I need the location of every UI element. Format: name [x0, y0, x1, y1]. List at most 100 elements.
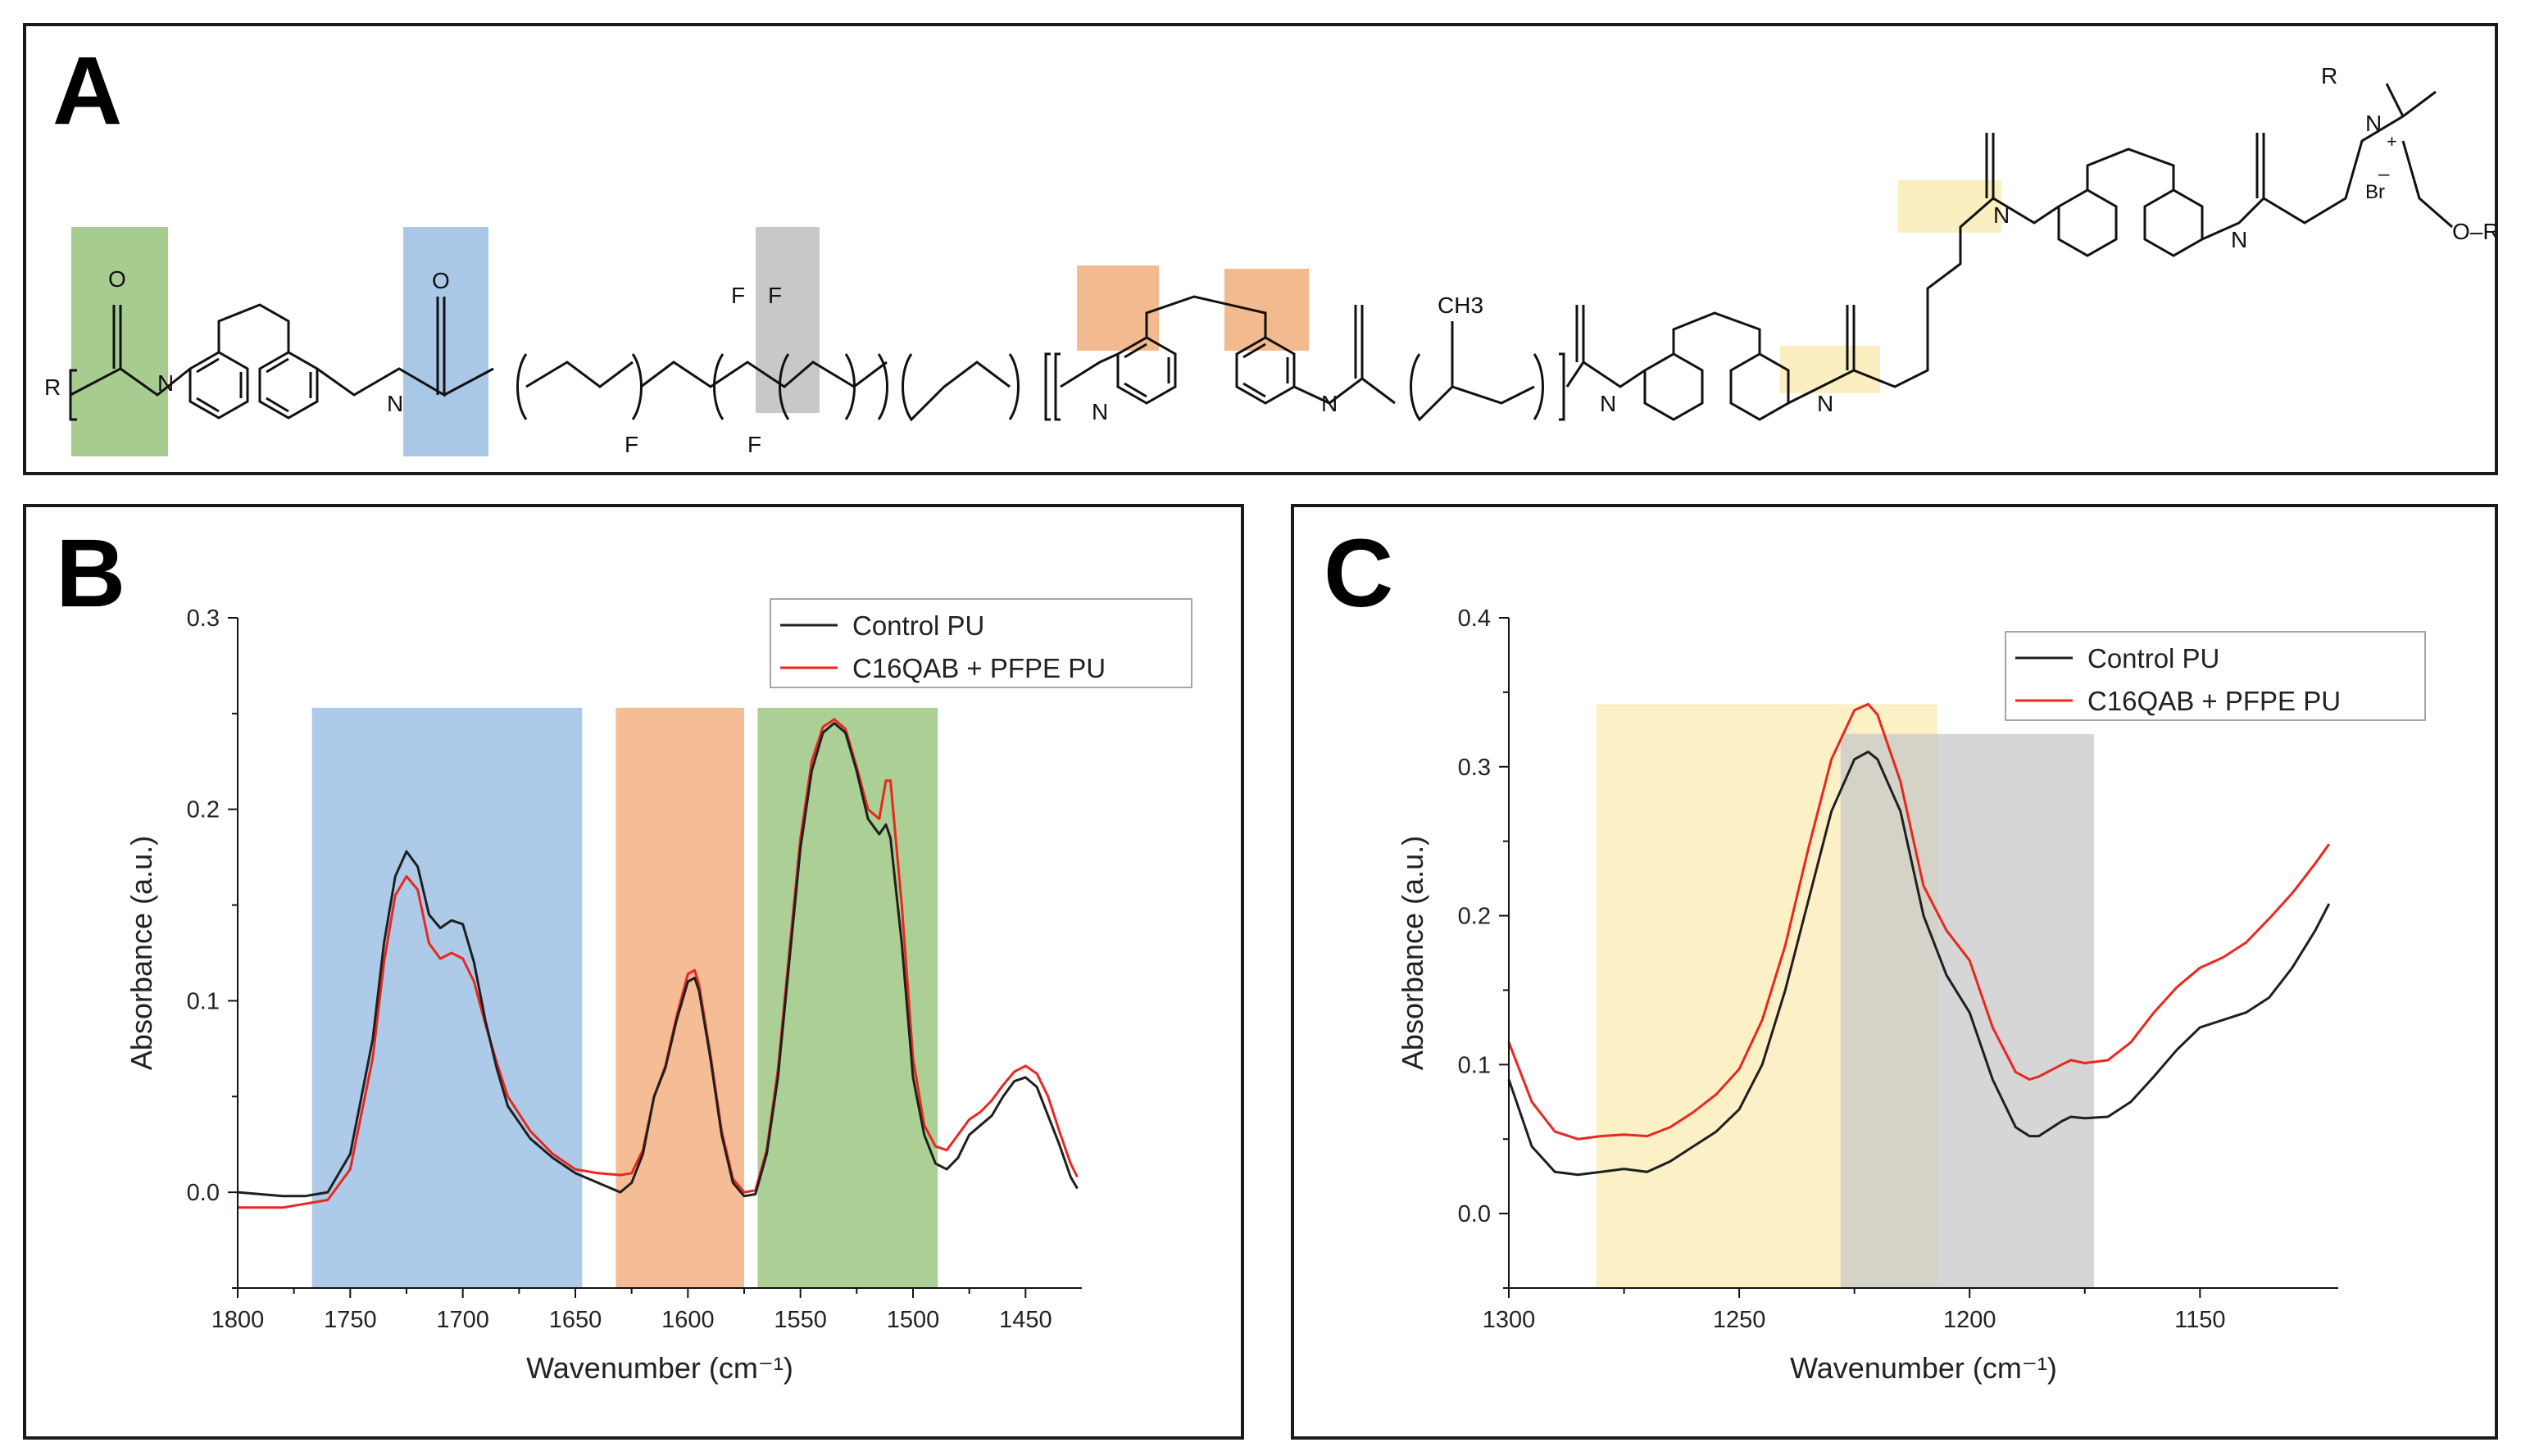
x-tick-label: 1200 — [1943, 1307, 1996, 1333]
linker-chain — [1787, 133, 2060, 405]
label-o-r: O–R — [2452, 219, 2495, 244]
y-tick-label: 0.0 — [1458, 1201, 1491, 1227]
y-axis-label: Absorbance (a.u.) — [125, 836, 158, 1070]
chart-c-svg: 1300 1250 1200 1150 0.0 0.1 0.2 0.3 0.4 Wavenumbe… — [1396, 606, 2426, 1385]
ethylene-oxide-chain — [902, 353, 1020, 422]
y-tick-label: 0.1 — [187, 988, 220, 1014]
benzene-ring-2-inner — [266, 357, 312, 413]
legend-label: C16QAB + PFPE PU — [2087, 686, 2341, 716]
ethoxy-chain — [525, 361, 634, 388]
benzene-ring-4-inner — [1242, 342, 1289, 398]
paren-1-close — [631, 353, 643, 420]
label-nh-urethane: N — [387, 391, 403, 416]
benzene-ring-2 — [258, 351, 319, 420]
x-tick-label: 1700 — [436, 1307, 489, 1333]
x-tick-label: 1500 — [887, 1307, 940, 1333]
label-nh-7: N — [2231, 227, 2247, 252]
label-f-1: F — [731, 283, 745, 308]
y-tick-label: 0.2 — [187, 797, 220, 823]
benzene-ring-1-inner — [196, 357, 243, 413]
label-nh-4: N — [1600, 391, 1616, 416]
urethane-chain-1 — [316, 297, 494, 397]
urethane-highlight-blue — [403, 227, 488, 456]
series-line-c16qab — [1507, 702, 2331, 1141]
y-axis-label: Absorbance (a.u.) — [1396, 836, 1429, 1070]
y-tick-label: 0.1 — [1458, 1052, 1491, 1078]
y-tick-label: 0.2 — [1458, 904, 1491, 930]
panel-b-chart: B 1800 1750 1700 1650 1600 1550 1500 1450 0.0 0.1… — [23, 504, 1244, 1440]
ether-highlight-gray — [756, 227, 820, 413]
methylene-bridge-2 — [1145, 295, 1267, 338]
x-axis-label: Wavenumber (cm⁻¹) — [1790, 1351, 2057, 1385]
legend-label: C16QAB + PFPE PU — [852, 653, 1106, 683]
legend-label: Control PU — [852, 610, 984, 641]
panel-letter-c: C — [1324, 519, 1394, 628]
legend-box — [770, 598, 1192, 688]
benzene-ring-6 — [1729, 352, 1790, 421]
label-o-urethane: O — [432, 268, 450, 293]
label-nh-2: N — [1092, 399, 1108, 424]
benzene-ring-7 — [2057, 188, 2118, 257]
methylene-bridge-3 — [1672, 311, 1761, 354]
benzene-ring-8 — [2143, 188, 2204, 257]
paren-3 — [779, 353, 888, 420]
label-n-plus: N — [2365, 111, 2382, 136]
quaternary-ammonium-chain — [2201, 83, 2453, 241]
y-tick-label: 0.3 — [187, 606, 220, 632]
propylene-oxide-chain — [1410, 321, 1544, 422]
chart-b-svg: 1800 1750 1700 1650 1600 1550 1500 1450 0.0 0.1 0.… — [125, 598, 1192, 1385]
label-nh-3: N — [1321, 391, 1338, 416]
label-ch3: CH3 — [1438, 293, 1483, 318]
label-plus: + — [2387, 131, 2397, 152]
label-nh-6: N — [1993, 202, 2010, 228]
label-f-3: F — [625, 432, 638, 457]
structure-highlights — [71, 180, 2001, 456]
panel-letter-b: B — [56, 519, 126, 628]
benzene-ring-3-inner — [1124, 342, 1170, 398]
amine-chain — [1060, 352, 1119, 388]
structure-labels: R O N O N F F F F CH3 N N N N N N N + Br… — [44, 63, 2495, 457]
paren-2 — [713, 353, 856, 420]
x-tick-label: 1150 — [2174, 1307, 2225, 1333]
structure-bonds — [69, 83, 2453, 422]
x-axis-label: Wavenumber (cm⁻¹) — [526, 1351, 793, 1385]
series-line-control — [1507, 751, 2331, 1177]
legend-box — [2005, 631, 2426, 721]
x-tick-label: 1600 — [661, 1307, 715, 1333]
x-tick-label: 1250 — [1713, 1307, 1766, 1333]
x-tick-label: 1300 — [1483, 1307, 1536, 1333]
label-nh-5: N — [1817, 391, 1833, 416]
amide-chain — [70, 305, 191, 397]
panel-letter-a: A — [52, 37, 123, 145]
label-minus: – — [2378, 163, 2390, 185]
y-tick-label: 0.4 — [1458, 606, 1491, 632]
bracket-right-and-carbonyl — [1559, 305, 1646, 421]
chemical-structure: R O N O N F F F F CH3 N N N N N N N + Br… — [44, 63, 2495, 457]
urethane-chain-2 — [1293, 305, 1396, 405]
bracket-mid — [1044, 352, 1061, 421]
paren-1-open — [516, 353, 528, 420]
label-br: Br — [2365, 181, 2385, 203]
x-tick-label: 1750 — [324, 1307, 377, 1333]
methylene-bridge-1 — [217, 303, 290, 352]
band-blue — [311, 707, 583, 1288]
series-line-control — [237, 722, 1079, 1198]
x-tick-label: 1550 — [774, 1307, 827, 1333]
pfpe-chain — [640, 361, 888, 388]
label-f-2: F — [768, 283, 782, 308]
panel-c-chart: C 1300 1250 1200 1150 0.0 0.1 0.2 0.3 0.4 Wavenum… — [1291, 504, 2498, 1440]
benzene-ring-1 — [189, 351, 249, 420]
y-tick-label: 0.0 — [187, 1180, 220, 1206]
aromatic-highlight-orange-1 — [1077, 265, 1159, 351]
benzene-ring-5 — [1643, 352, 1704, 421]
methylene-bridge-4 — [2086, 147, 2175, 190]
y-tick-label: 0.3 — [1458, 755, 1491, 781]
x-tick-label: 1800 — [211, 1307, 265, 1333]
urethane-highlight-yellow-1 — [1780, 346, 1880, 393]
panel-a-structure: A — [23, 23, 2498, 475]
x-tick-label: 1450 — [999, 1307, 1052, 1333]
band-orange — [615, 707, 744, 1288]
legend-label: Control PU — [2087, 643, 2219, 674]
label-r-left: R — [44, 374, 61, 400]
label-f-4: F — [747, 432, 761, 457]
